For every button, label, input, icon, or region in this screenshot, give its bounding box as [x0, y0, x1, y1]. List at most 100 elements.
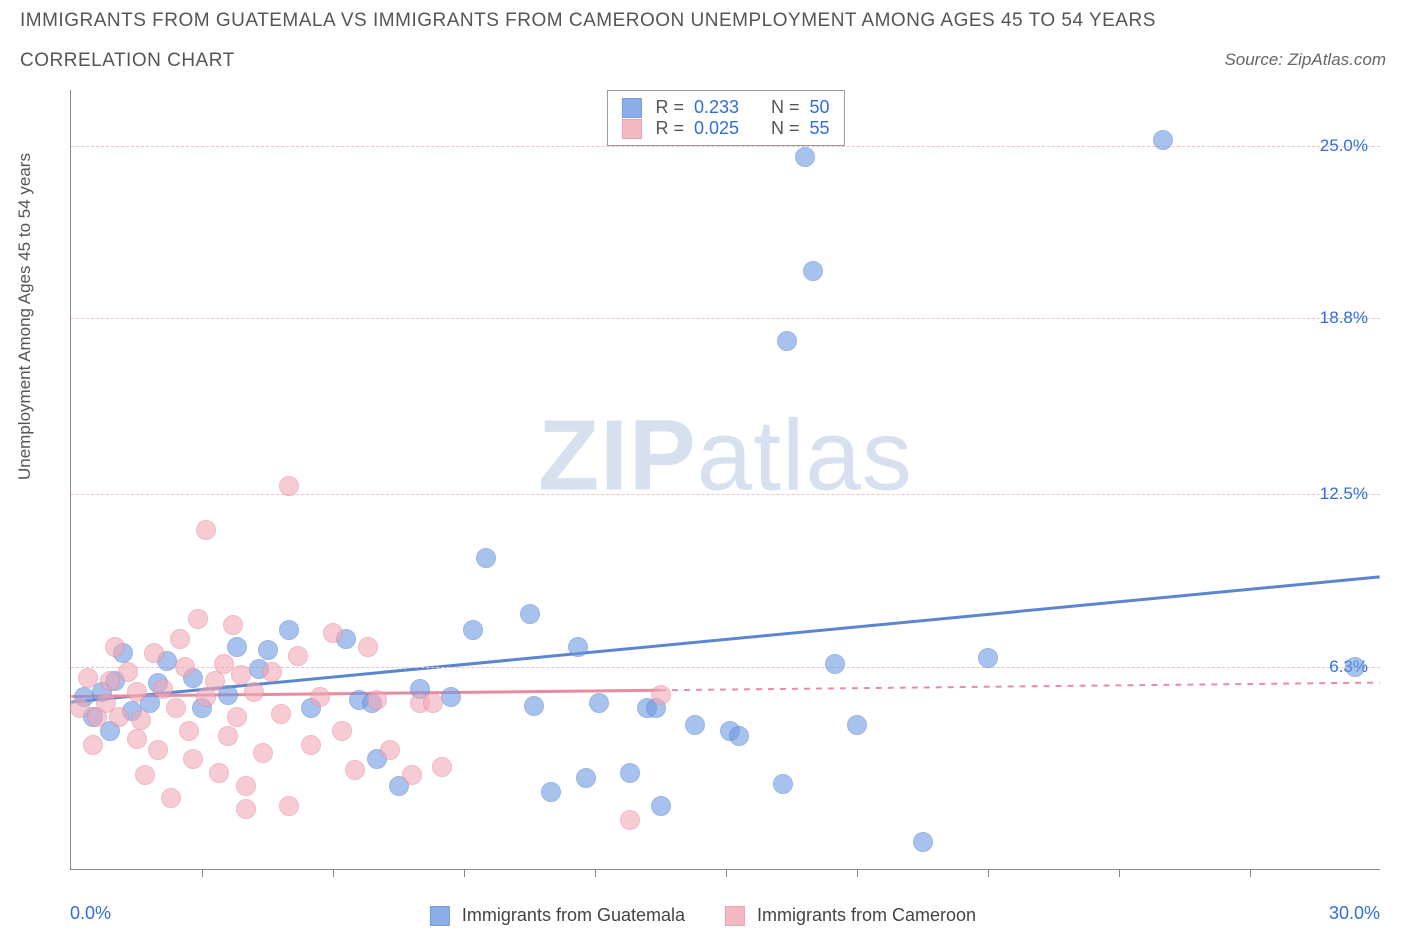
y-gridline: [71, 146, 1380, 147]
data-point: [153, 679, 173, 699]
data-point: [227, 707, 247, 727]
data-point: [795, 147, 815, 167]
data-point: [271, 704, 291, 724]
data-point: [105, 637, 125, 657]
bottom-legend-item-1: Immigrants from Cameroon: [725, 905, 976, 926]
data-point: [188, 609, 208, 629]
data-point: [161, 788, 181, 808]
legend-stats-box: R = 0.233 N = 50 R = 0.025 N = 55: [606, 90, 844, 146]
scatter-chart: ZIPatlas R = 0.233 N = 50 R = 0.025 N = …: [70, 90, 1380, 870]
data-point: [423, 693, 443, 713]
bottom-swatch-guatemala: [430, 906, 450, 926]
trend-line-dashed: [660, 683, 1380, 691]
y-tick-label: 18.8%: [1320, 308, 1368, 328]
data-point: [127, 729, 147, 749]
data-point: [729, 726, 749, 746]
data-point: [541, 782, 561, 802]
data-point: [913, 832, 933, 852]
data-point: [236, 776, 256, 796]
data-point: [685, 715, 705, 735]
data-point: [209, 763, 229, 783]
data-point: [279, 796, 299, 816]
data-point: [978, 648, 998, 668]
r-label: R =: [655, 97, 684, 118]
data-point: [520, 604, 540, 624]
data-point: [109, 707, 129, 727]
data-point: [463, 620, 483, 640]
data-point: [127, 682, 147, 702]
x-tick: [988, 869, 989, 877]
data-point: [223, 615, 243, 635]
data-point: [231, 665, 251, 685]
r-value-0: 0.233: [694, 97, 739, 118]
bottom-legend-label-1: Immigrants from Cameroon: [757, 905, 976, 926]
y-axis-label: Unemployment Among Ages 45 to 54 years: [15, 153, 35, 480]
r-value-1: 0.025: [694, 118, 739, 139]
r-label: R =: [655, 118, 684, 139]
data-point: [310, 687, 330, 707]
n-value-1: 55: [810, 118, 830, 139]
data-point: [175, 657, 195, 677]
chart-title-line1: IMMIGRANTS FROM GUATEMALA VS IMMIGRANTS …: [20, 10, 1156, 32]
data-point: [323, 623, 343, 643]
data-point: [1345, 657, 1365, 677]
data-point: [651, 685, 671, 705]
data-point: [367, 690, 387, 710]
data-point: [773, 774, 793, 794]
data-point: [620, 810, 640, 830]
data-point: [301, 735, 321, 755]
data-point: [847, 715, 867, 735]
n-label: N =: [771, 97, 800, 118]
x-min-label: 0.0%: [70, 903, 111, 924]
data-point: [620, 763, 640, 783]
x-max-label: 30.0%: [1329, 903, 1380, 924]
data-point: [262, 662, 282, 682]
data-point: [118, 662, 138, 682]
data-point: [170, 629, 190, 649]
watermark: ZIPatlas: [538, 399, 913, 514]
x-tick: [857, 869, 858, 877]
x-tick: [1119, 869, 1120, 877]
x-tick: [464, 869, 465, 877]
data-point: [131, 710, 151, 730]
data-point: [432, 757, 452, 777]
x-tick: [333, 869, 334, 877]
chart-title-line2: CORRELATION CHART: [20, 50, 235, 72]
data-point: [524, 696, 544, 716]
y-tick-label: 25.0%: [1320, 136, 1368, 156]
y-gridline: [71, 318, 1380, 319]
data-point: [651, 796, 671, 816]
n-label: N =: [771, 118, 800, 139]
data-point: [777, 331, 797, 351]
data-point: [288, 646, 308, 666]
data-point: [476, 548, 496, 568]
source-attribution: Source: ZipAtlas.com: [1224, 50, 1386, 70]
data-point: [589, 693, 609, 713]
data-point: [441, 687, 461, 707]
data-point: [380, 740, 400, 760]
bottom-swatch-cameroon: [725, 906, 745, 926]
x-tick: [1250, 869, 1251, 877]
y-tick-label: 12.5%: [1320, 484, 1368, 504]
data-point: [279, 476, 299, 496]
data-point: [1153, 130, 1173, 150]
data-point: [279, 620, 299, 640]
legend-stats-row-0: R = 0.233 N = 50: [621, 97, 829, 118]
data-point: [196, 520, 216, 540]
data-point: [218, 726, 238, 746]
data-point: [258, 640, 278, 660]
data-point: [244, 682, 264, 702]
n-value-0: 50: [810, 97, 830, 118]
data-point: [144, 643, 164, 663]
x-tick: [202, 869, 203, 877]
data-point: [345, 760, 365, 780]
data-point: [83, 735, 103, 755]
data-point: [253, 743, 273, 763]
legend-swatch-guatemala: [621, 98, 641, 118]
bottom-legend-label-0: Immigrants from Guatemala: [462, 905, 685, 926]
legend-swatch-cameroon: [621, 119, 641, 139]
legend-stats-row-1: R = 0.025 N = 55: [621, 118, 829, 139]
bottom-legend: Immigrants from Guatemala Immigrants fro…: [430, 905, 976, 926]
data-point: [332, 721, 352, 741]
data-point: [135, 765, 155, 785]
